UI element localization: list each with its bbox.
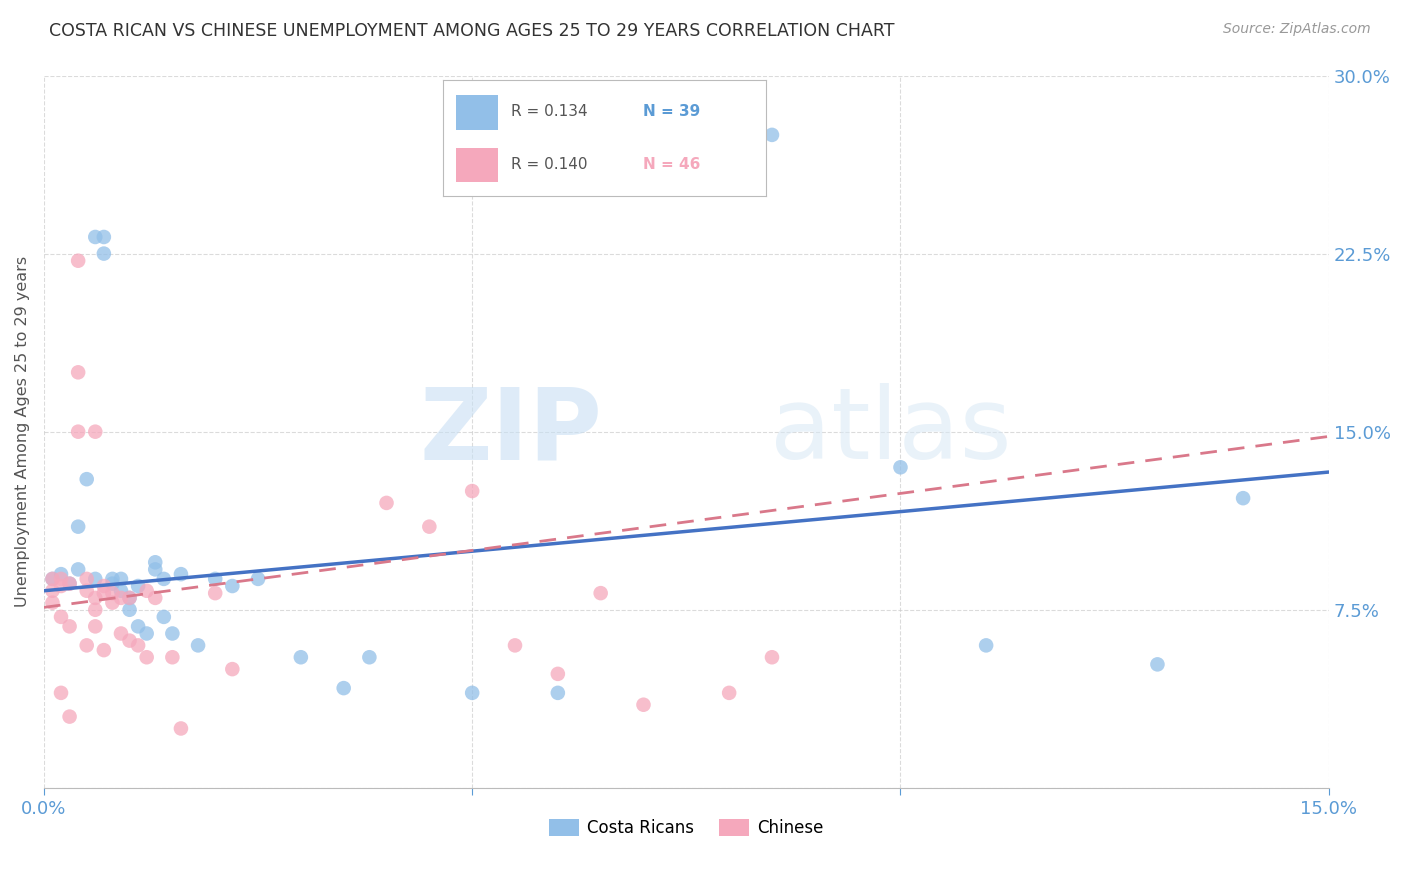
Point <box>118 591 141 605</box>
Point <box>58 709 80 723</box>
Text: atlas: atlas <box>770 384 1011 480</box>
Point <box>67 425 90 439</box>
Point <box>761 650 783 665</box>
Point <box>187 639 209 653</box>
Point <box>101 586 124 600</box>
Point <box>58 619 80 633</box>
Point <box>204 586 226 600</box>
Y-axis label: Unemployment Among Ages 25 to 29 years: Unemployment Among Ages 25 to 29 years <box>15 256 30 607</box>
Point <box>889 460 911 475</box>
Point <box>84 230 107 244</box>
Point <box>84 591 107 605</box>
Point <box>375 496 398 510</box>
Point <box>93 643 115 657</box>
Point <box>761 128 783 142</box>
Point <box>49 579 72 593</box>
Point <box>153 572 176 586</box>
Point <box>547 666 569 681</box>
Point <box>247 572 270 586</box>
Legend: Costa Ricans, Chinese: Costa Ricans, Chinese <box>543 812 831 844</box>
Point <box>418 519 440 533</box>
Point <box>204 572 226 586</box>
Point <box>221 662 243 676</box>
Point <box>143 562 166 576</box>
Point <box>974 639 997 653</box>
Point <box>127 619 149 633</box>
Point <box>589 586 612 600</box>
Point <box>41 583 63 598</box>
Point <box>84 425 107 439</box>
Point <box>76 572 98 586</box>
Point <box>461 686 484 700</box>
Point <box>143 555 166 569</box>
Text: N = 39: N = 39 <box>644 104 700 120</box>
Point <box>1146 657 1168 672</box>
Point <box>118 591 141 605</box>
Point <box>49 567 72 582</box>
Point <box>290 650 312 665</box>
Point <box>143 591 166 605</box>
Point <box>93 586 115 600</box>
Point <box>93 246 115 260</box>
Point <box>49 686 72 700</box>
Point <box>67 562 90 576</box>
Point <box>170 567 193 582</box>
Point <box>127 639 149 653</box>
Point <box>58 576 80 591</box>
Point <box>84 603 107 617</box>
Point <box>135 626 157 640</box>
Point <box>718 686 741 700</box>
Text: N = 46: N = 46 <box>644 157 700 172</box>
Point <box>547 686 569 700</box>
Point <box>101 576 124 591</box>
Point <box>58 576 80 591</box>
Text: R = 0.134: R = 0.134 <box>510 104 588 120</box>
Point <box>170 722 193 736</box>
Point <box>76 639 98 653</box>
Bar <box>456 147 498 182</box>
Point <box>359 650 381 665</box>
Point <box>101 572 124 586</box>
Point <box>633 698 655 712</box>
Point <box>84 619 107 633</box>
Point <box>110 572 132 586</box>
Bar <box>456 95 498 130</box>
Point <box>162 626 184 640</box>
Point <box>1232 491 1254 505</box>
Point <box>101 596 124 610</box>
Point <box>503 639 526 653</box>
Point <box>41 572 63 586</box>
Point <box>110 583 132 598</box>
Point <box>67 519 90 533</box>
Point <box>332 681 354 695</box>
Point <box>135 650 157 665</box>
Point <box>67 365 90 379</box>
Text: R = 0.140: R = 0.140 <box>510 157 588 172</box>
Point <box>118 603 141 617</box>
Point <box>84 572 107 586</box>
Point <box>41 572 63 586</box>
Point <box>118 633 141 648</box>
Point <box>67 253 90 268</box>
Point <box>76 472 98 486</box>
Point <box>135 583 157 598</box>
Point <box>76 583 98 598</box>
Point <box>162 650 184 665</box>
Point <box>110 591 132 605</box>
Point <box>93 579 115 593</box>
Point <box>41 596 63 610</box>
Point <box>110 626 132 640</box>
Point <box>49 610 72 624</box>
Point <box>49 572 72 586</box>
Point <box>153 610 176 624</box>
Point <box>221 579 243 593</box>
Text: ZIP: ZIP <box>420 384 603 480</box>
Text: COSTA RICAN VS CHINESE UNEMPLOYMENT AMONG AGES 25 TO 29 YEARS CORRELATION CHART: COSTA RICAN VS CHINESE UNEMPLOYMENT AMON… <box>49 22 894 40</box>
Point <box>127 579 149 593</box>
Point <box>93 230 115 244</box>
Text: Source: ZipAtlas.com: Source: ZipAtlas.com <box>1223 22 1371 37</box>
Point <box>461 483 484 498</box>
